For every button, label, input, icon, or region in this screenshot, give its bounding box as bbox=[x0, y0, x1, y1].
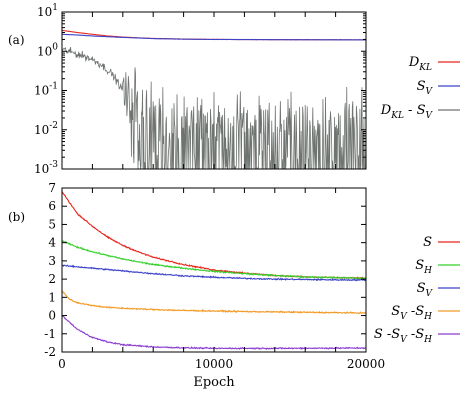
series-0-legend-label: DKL bbox=[408, 55, 432, 73]
y-tick-label: -2 bbox=[44, 345, 56, 359]
series-line-2 bbox=[62, 264, 366, 282]
y-tick-label: 3 bbox=[48, 254, 56, 268]
series-line-3 bbox=[62, 290, 366, 315]
x-axis-label: Epoch bbox=[193, 375, 235, 390]
y-tick-label: 10-3 bbox=[34, 160, 58, 176]
y-tick-label: 4 bbox=[48, 236, 56, 250]
series-1-legend-label: SV bbox=[417, 79, 434, 97]
series-4-legend-label: S -SV -SH bbox=[374, 327, 432, 345]
panel-b: (b) -2 -1 0 1 2 3 4 5 6 7 0 10000 20000 Epoch S SH SV SV -… bbox=[8, 181, 460, 390]
y-tick-label: -1 bbox=[44, 327, 56, 341]
series-line-0 bbox=[62, 191, 366, 280]
series-1-legend-label: SH bbox=[415, 258, 432, 276]
plot-area bbox=[62, 191, 366, 351]
y-tick-label: 7 bbox=[48, 181, 56, 195]
y-tick-label: 10-2 bbox=[34, 121, 58, 137]
x-tick-label: 0 bbox=[58, 357, 66, 371]
y-tick-label: 101 bbox=[37, 3, 58, 19]
y-tick-label: 10-1 bbox=[34, 82, 58, 98]
panel-a: (a) 10-3 10-2 10-1 100 101 DKL SV DKL - SV bbox=[8, 3, 460, 176]
panel-label: (a) bbox=[8, 33, 25, 47]
series-line-4 bbox=[62, 315, 366, 351]
x-tick-label: 10000 bbox=[195, 357, 233, 371]
y-tick-label: 2 bbox=[48, 272, 56, 286]
plot-area bbox=[62, 29, 366, 169]
y-tick-label: 1 bbox=[48, 290, 56, 304]
y-tick-label: 6 bbox=[48, 199, 56, 213]
series-3-legend-label: SV -SH bbox=[391, 304, 432, 322]
series-line-2 bbox=[62, 46, 366, 169]
y-tick-label: 100 bbox=[37, 42, 58, 58]
series-2-legend-label: SV bbox=[417, 281, 434, 299]
series-2-legend-label: DKL - SV bbox=[380, 103, 434, 121]
y-tick-label: 5 bbox=[48, 217, 56, 231]
series-line-0 bbox=[62, 29, 366, 41]
x-tick-label: 20000 bbox=[347, 357, 385, 371]
y-tick-label: 0 bbox=[48, 309, 56, 323]
series-line-1 bbox=[62, 33, 366, 41]
panel-label: (b) bbox=[8, 210, 25, 224]
series-0-legend-label: S bbox=[423, 235, 432, 250]
series-line-1 bbox=[62, 240, 366, 280]
